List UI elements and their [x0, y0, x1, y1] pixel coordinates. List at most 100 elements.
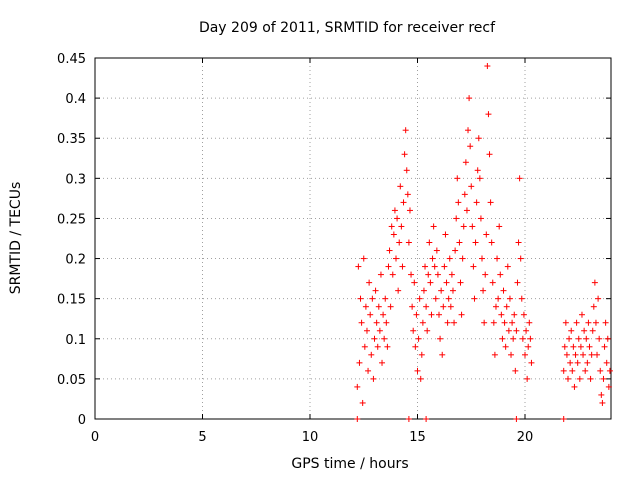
data-point: [366, 279, 373, 286]
data-point: [389, 271, 396, 278]
data-point: [405, 416, 412, 422]
data-point: [370, 375, 377, 382]
y-tick-label: 0.35: [57, 132, 86, 147]
data-point: [479, 255, 485, 262]
data-point: [469, 223, 476, 230]
data-point: [394, 215, 401, 222]
data-point: [570, 343, 577, 350]
y-tick-label: 0.15: [57, 293, 86, 308]
data-point: [597, 367, 604, 374]
data-point: [486, 151, 493, 158]
data-point: [404, 191, 411, 198]
data-point: [459, 255, 466, 262]
data-point: [585, 319, 592, 326]
data-point: [368, 351, 375, 358]
data-point: [470, 263, 477, 270]
data-point: [369, 295, 376, 302]
data-point: [518, 295, 525, 302]
data-point: [444, 319, 451, 326]
data-point: [569, 367, 576, 374]
data-point: [595, 295, 602, 302]
data-point: [506, 295, 513, 302]
data-point: [601, 343, 608, 350]
data-point: [408, 271, 415, 278]
data-point: [490, 319, 497, 326]
data-point: [431, 263, 438, 270]
y-tick-label: 0.4: [65, 92, 86, 107]
data-point: [428, 311, 435, 318]
data-point: [512, 367, 519, 374]
data-point: [397, 183, 404, 190]
data-point: [598, 391, 605, 398]
data-point: [379, 359, 386, 366]
data-point: [423, 303, 430, 310]
data-point: [454, 175, 461, 182]
data-point: [412, 343, 419, 350]
data-point: [474, 167, 481, 174]
data-point: [354, 383, 361, 390]
data-point: [461, 191, 468, 198]
y-axis-label: SRMTID / TECUs: [8, 182, 24, 295]
data-point: [589, 327, 596, 334]
data-point: [390, 231, 397, 238]
x-tick-label: 20: [517, 430, 534, 445]
data-point: [401, 151, 408, 158]
data-point: [355, 263, 362, 270]
data-point: [371, 335, 378, 342]
data-point: [415, 335, 422, 342]
data-point: [599, 399, 606, 406]
data-point: [567, 359, 574, 366]
data-point: [503, 303, 510, 310]
data-point: [603, 359, 610, 366]
data-point: [524, 375, 531, 382]
data-point: [528, 359, 535, 366]
data-point: [436, 311, 442, 318]
data-point: [509, 319, 516, 326]
y-tick-label: 0.2: [65, 253, 86, 268]
data-point: [513, 327, 520, 334]
data-point: [448, 271, 455, 278]
data-point: [566, 335, 573, 342]
data-point: [374, 343, 381, 350]
data-point: [411, 279, 418, 286]
data-point: [360, 255, 367, 262]
data-point: [419, 319, 426, 326]
data-point: [487, 199, 494, 206]
data-point: [483, 231, 490, 238]
data-point: [437, 335, 444, 342]
data-point: [443, 279, 450, 286]
data-point: [497, 271, 504, 278]
data-point: [398, 223, 405, 230]
data-point: [453, 215, 460, 222]
data-point: [410, 327, 417, 334]
data-point: [372, 287, 379, 294]
data-point: [455, 199, 462, 206]
data-point: [575, 335, 582, 342]
data-point: [396, 239, 403, 246]
data-point: [600, 375, 607, 382]
data-point: [409, 303, 416, 310]
y-tick-label: 0.25: [57, 212, 86, 227]
data-point: [511, 311, 518, 318]
data-point: [568, 327, 575, 334]
data-point: [361, 343, 368, 350]
data-point: [591, 279, 598, 286]
data-point: [590, 303, 597, 310]
data-point: [596, 335, 603, 342]
y-axis: 0 0.05 0.1 0.15 0.2 0.25 0.3 0.35 0.4 0.45: [57, 52, 611, 428]
y-tick-label: 0.1: [65, 333, 86, 348]
data-point: [373, 319, 380, 326]
data-point: [502, 343, 509, 350]
y-tick-label: 0.05: [57, 373, 86, 388]
x-tick-label: 10: [302, 430, 319, 445]
data-point: [414, 367, 421, 374]
data-point: [499, 335, 506, 342]
data-point: [413, 311, 420, 318]
data-point: [406, 207, 413, 214]
data-point: [405, 239, 412, 246]
data-point: [580, 351, 587, 358]
data-point: [477, 215, 484, 222]
data-point: [429, 255, 436, 262]
data-point: [358, 319, 365, 326]
